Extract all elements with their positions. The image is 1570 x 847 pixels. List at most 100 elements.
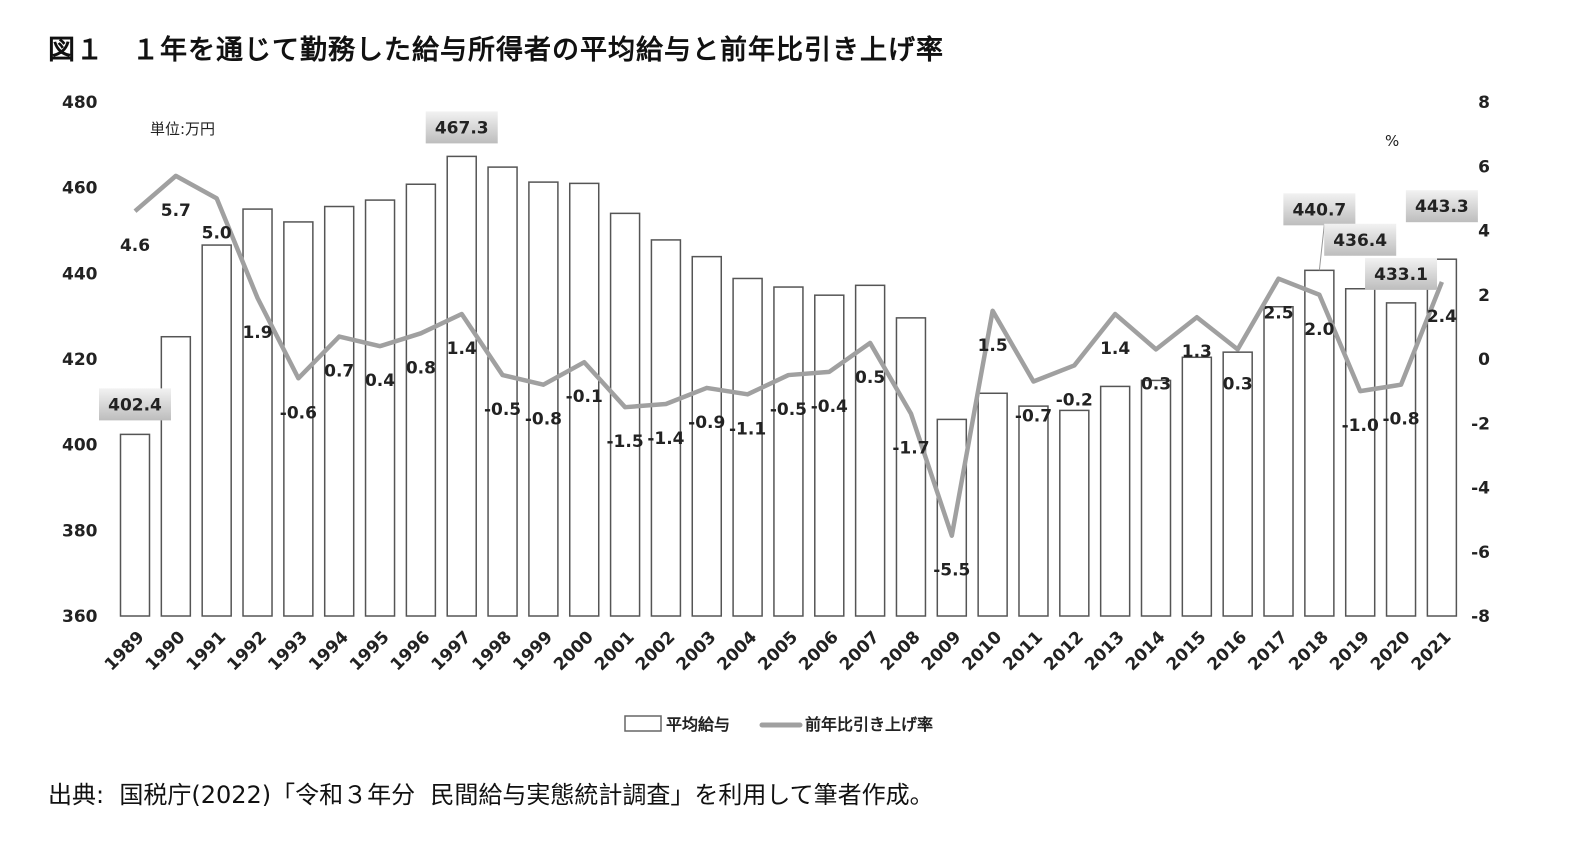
bar-1990 xyxy=(160,335,192,617)
bar-1993 xyxy=(283,221,314,617)
x-tick-2007: 2007 xyxy=(836,627,884,675)
x-tick-1997: 1997 xyxy=(428,627,476,675)
bar-1991 xyxy=(201,244,232,617)
rate-label-2010: 1.5 xyxy=(978,336,1008,356)
rate-label-1995: 0.4 xyxy=(365,371,395,391)
bar-label-box-1997 xyxy=(425,111,498,144)
bar-2012 xyxy=(1059,409,1090,617)
bar-label-2019: 436.4 xyxy=(1333,231,1387,251)
rate-label-1990: 5.7 xyxy=(161,201,191,221)
bar-label-2021: 443.3 xyxy=(1415,197,1469,217)
unit-label: 単位:万円 xyxy=(150,120,215,138)
bar-2017 xyxy=(1263,305,1294,617)
rate-label-2006: -0.4 xyxy=(811,397,848,417)
rate-label-1998: -0.5 xyxy=(484,400,521,420)
right-tick-8: 8 xyxy=(1478,93,1490,113)
bar-1989 xyxy=(119,433,151,617)
rate-label-2005: -0.5 xyxy=(770,400,807,420)
rate-label-2016: 0.3 xyxy=(1223,374,1253,394)
x-tick-2016: 2016 xyxy=(1204,627,1252,675)
right-tick--8: -8 xyxy=(1471,607,1490,627)
rate-label-2000: -0.1 xyxy=(566,387,603,407)
x-tick-1996: 1996 xyxy=(387,627,435,675)
rate-label-2009: -5.5 xyxy=(933,561,970,581)
left-tick-360: 360 xyxy=(62,607,98,627)
leader-line-2018 xyxy=(1318,224,1325,271)
right-tick--4: -4 xyxy=(1471,479,1490,499)
bar-2003 xyxy=(691,255,723,617)
x-tick-2010: 2010 xyxy=(959,627,1007,675)
bar-label-2018: 440.7 xyxy=(1292,200,1346,220)
rate-label-1997: 1.4 xyxy=(447,339,477,359)
rate-label-2012: -0.2 xyxy=(1056,390,1093,410)
bar-label-box-2019 xyxy=(1324,223,1397,256)
rate-label-2021: 2.4 xyxy=(1427,307,1457,327)
right-tick-4: 4 xyxy=(1478,222,1490,242)
left-tick-440: 440 xyxy=(62,264,98,284)
bar-2021 xyxy=(1426,258,1458,617)
bar-2001 xyxy=(609,212,641,617)
bar-2013 xyxy=(1099,385,1131,617)
x-tick-1995: 1995 xyxy=(346,627,394,675)
left-tick-380: 380 xyxy=(62,521,98,541)
x-tick-2008: 2008 xyxy=(877,627,925,675)
bar-label-1989: 402.4 xyxy=(108,395,162,415)
bar-2019 xyxy=(1344,288,1376,617)
x-tick-2014: 2014 xyxy=(1122,627,1170,675)
x-tick-2001: 2001 xyxy=(591,627,639,675)
x-tick-2003: 2003 xyxy=(673,627,721,675)
bar-2006 xyxy=(814,294,845,617)
rate-label-1989: 4.6 xyxy=(120,236,150,256)
rate-label-1999: -0.8 xyxy=(525,410,562,430)
left-tick-460: 460 xyxy=(62,179,98,199)
legend-bar-swatch xyxy=(624,715,662,732)
bar-1998 xyxy=(487,166,518,617)
rate-label-1993: -0.6 xyxy=(280,403,317,423)
rate-label-2001: -1.5 xyxy=(606,432,643,452)
rate-label-2019: -1.0 xyxy=(1342,416,1379,436)
bar-label-box-1989 xyxy=(99,388,171,421)
rate-label-1996: 0.8 xyxy=(406,358,436,378)
x-tick-2019: 2019 xyxy=(1326,627,1374,675)
right-tick-2: 2 xyxy=(1478,286,1490,306)
bar-2020 xyxy=(1385,302,1417,617)
rate-label-2015: 1.3 xyxy=(1182,342,1212,362)
x-tick-2017: 2017 xyxy=(1244,627,1292,675)
legend-line-label: 前年比引き上げ率 xyxy=(805,715,933,734)
rate-label-2011: -0.7 xyxy=(1015,406,1052,426)
rate-label-2002: -1.4 xyxy=(647,429,684,449)
bar-2002 xyxy=(650,239,682,617)
bar-label-2020: 433.1 xyxy=(1374,265,1428,285)
x-tick-2004: 2004 xyxy=(714,627,762,675)
bar-2018 xyxy=(1304,269,1335,617)
bar-2015 xyxy=(1181,356,1213,617)
bar-2000 xyxy=(568,182,600,617)
bar-1995 xyxy=(364,199,396,617)
figure-title: 図１ １年を通じて勤務した給与所得者の平均給与と前年比引き上げ率 xyxy=(48,35,944,66)
x-tick-2000: 2000 xyxy=(550,627,598,675)
rate-label-2008: -1.7 xyxy=(892,439,929,459)
x-tick-2015: 2015 xyxy=(1163,627,1211,675)
bar-2014 xyxy=(1140,379,1172,617)
x-tick-1999: 1999 xyxy=(509,627,557,675)
bar-2008 xyxy=(895,317,927,617)
x-tick-1993: 1993 xyxy=(264,627,312,675)
x-tick-2012: 2012 xyxy=(1040,627,1088,675)
bar-2011 xyxy=(1018,405,1049,617)
left-tick-400: 400 xyxy=(62,436,98,456)
legend: 平均給与 前年比引き上げ率 xyxy=(624,715,933,734)
rate-label-2013: 1.4 xyxy=(1100,339,1130,359)
rate-label-2018: 2.0 xyxy=(1304,320,1334,340)
bar-1994 xyxy=(323,205,355,617)
rate-label-1992: 1.9 xyxy=(242,323,272,343)
bar-label-box-2020 xyxy=(1365,257,1438,290)
x-tick-1989: 1989 xyxy=(101,627,149,675)
rate-label-2020: -0.8 xyxy=(1382,410,1419,430)
x-tick-2013: 2013 xyxy=(1081,627,1129,675)
bar-2004 xyxy=(732,277,763,617)
x-tick-2009: 2009 xyxy=(918,627,966,675)
rate-label-2014: 0.3 xyxy=(1141,374,1171,394)
bar-2016 xyxy=(1222,351,1253,617)
bar-2009 xyxy=(936,418,968,617)
right-tick-6: 6 xyxy=(1478,157,1490,177)
